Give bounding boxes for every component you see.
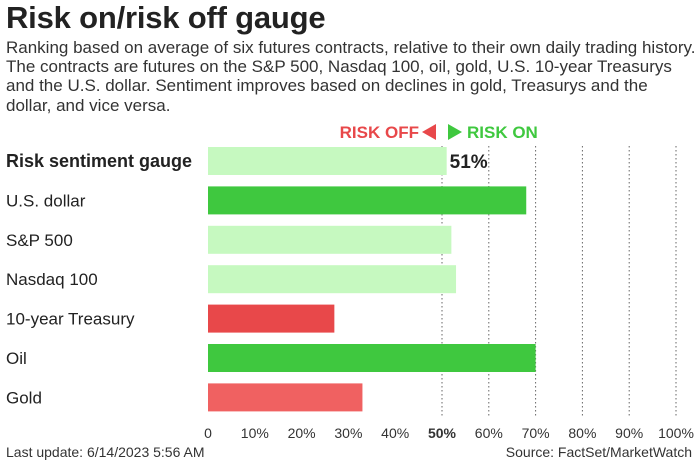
category-label: Oil: [6, 349, 27, 368]
bar: [208, 344, 536, 372]
bar: [208, 304, 335, 333]
value-labels: 51%: [450, 152, 488, 173]
category-label: 10-year Treasury: [6, 310, 135, 329]
x-tick-label: 50%: [428, 425, 457, 441]
category-label: Risk sentiment gauge: [6, 151, 192, 171]
x-tick-label: 100%: [658, 425, 694, 441]
risk-on-arrow-icon: [448, 124, 462, 140]
x-tick-label: 80%: [568, 425, 596, 441]
x-tick-label: 30%: [334, 425, 362, 441]
bar: [208, 186, 527, 215]
category-labels: Risk sentiment gauge U.S. dollar S&P 500 Na…: [6, 151, 192, 407]
risk-off-label: RISK OFF: [340, 123, 419, 142]
last-update: Last update: 6/14/2023 5:56 AM: [6, 444, 205, 460]
x-tick-label: 70%: [522, 425, 550, 441]
x-tick-label: 40%: [381, 425, 409, 441]
x-tick-label: 90%: [615, 425, 643, 441]
source-note: Source: FactSet/MarketWatch: [505, 444, 692, 460]
x-tick-label: 20%: [288, 425, 316, 441]
bar: [208, 265, 457, 294]
chart-subtitle: Ranking based on average of six futures …: [6, 38, 696, 115]
x-tick-label: 10%: [241, 425, 269, 441]
bar: [208, 147, 447, 175]
x-tick-label: 0: [204, 425, 212, 441]
category-label: Gold: [6, 388, 42, 407]
x-tick-label: 60%: [475, 425, 503, 441]
bar: [208, 225, 452, 254]
bar: [208, 383, 363, 412]
value-label: 51%: [450, 152, 488, 173]
category-label: U.S. dollar: [6, 191, 86, 210]
x-tick-labels: 0 10% 20% 30% 40% 50% 60% 70% 80% 90% 100%: [204, 425, 694, 441]
risk-off-arrow-icon: [422, 124, 436, 140]
category-label: S&P 500: [6, 231, 73, 250]
risk-legend: RISK OFF RISK ON: [340, 123, 538, 142]
bars: [208, 147, 536, 412]
chart-title: Risk on/risk off gauge: [6, 0, 326, 35]
category-label: Nasdaq 100: [6, 270, 98, 289]
risk-on-label: RISK ON: [467, 123, 538, 142]
